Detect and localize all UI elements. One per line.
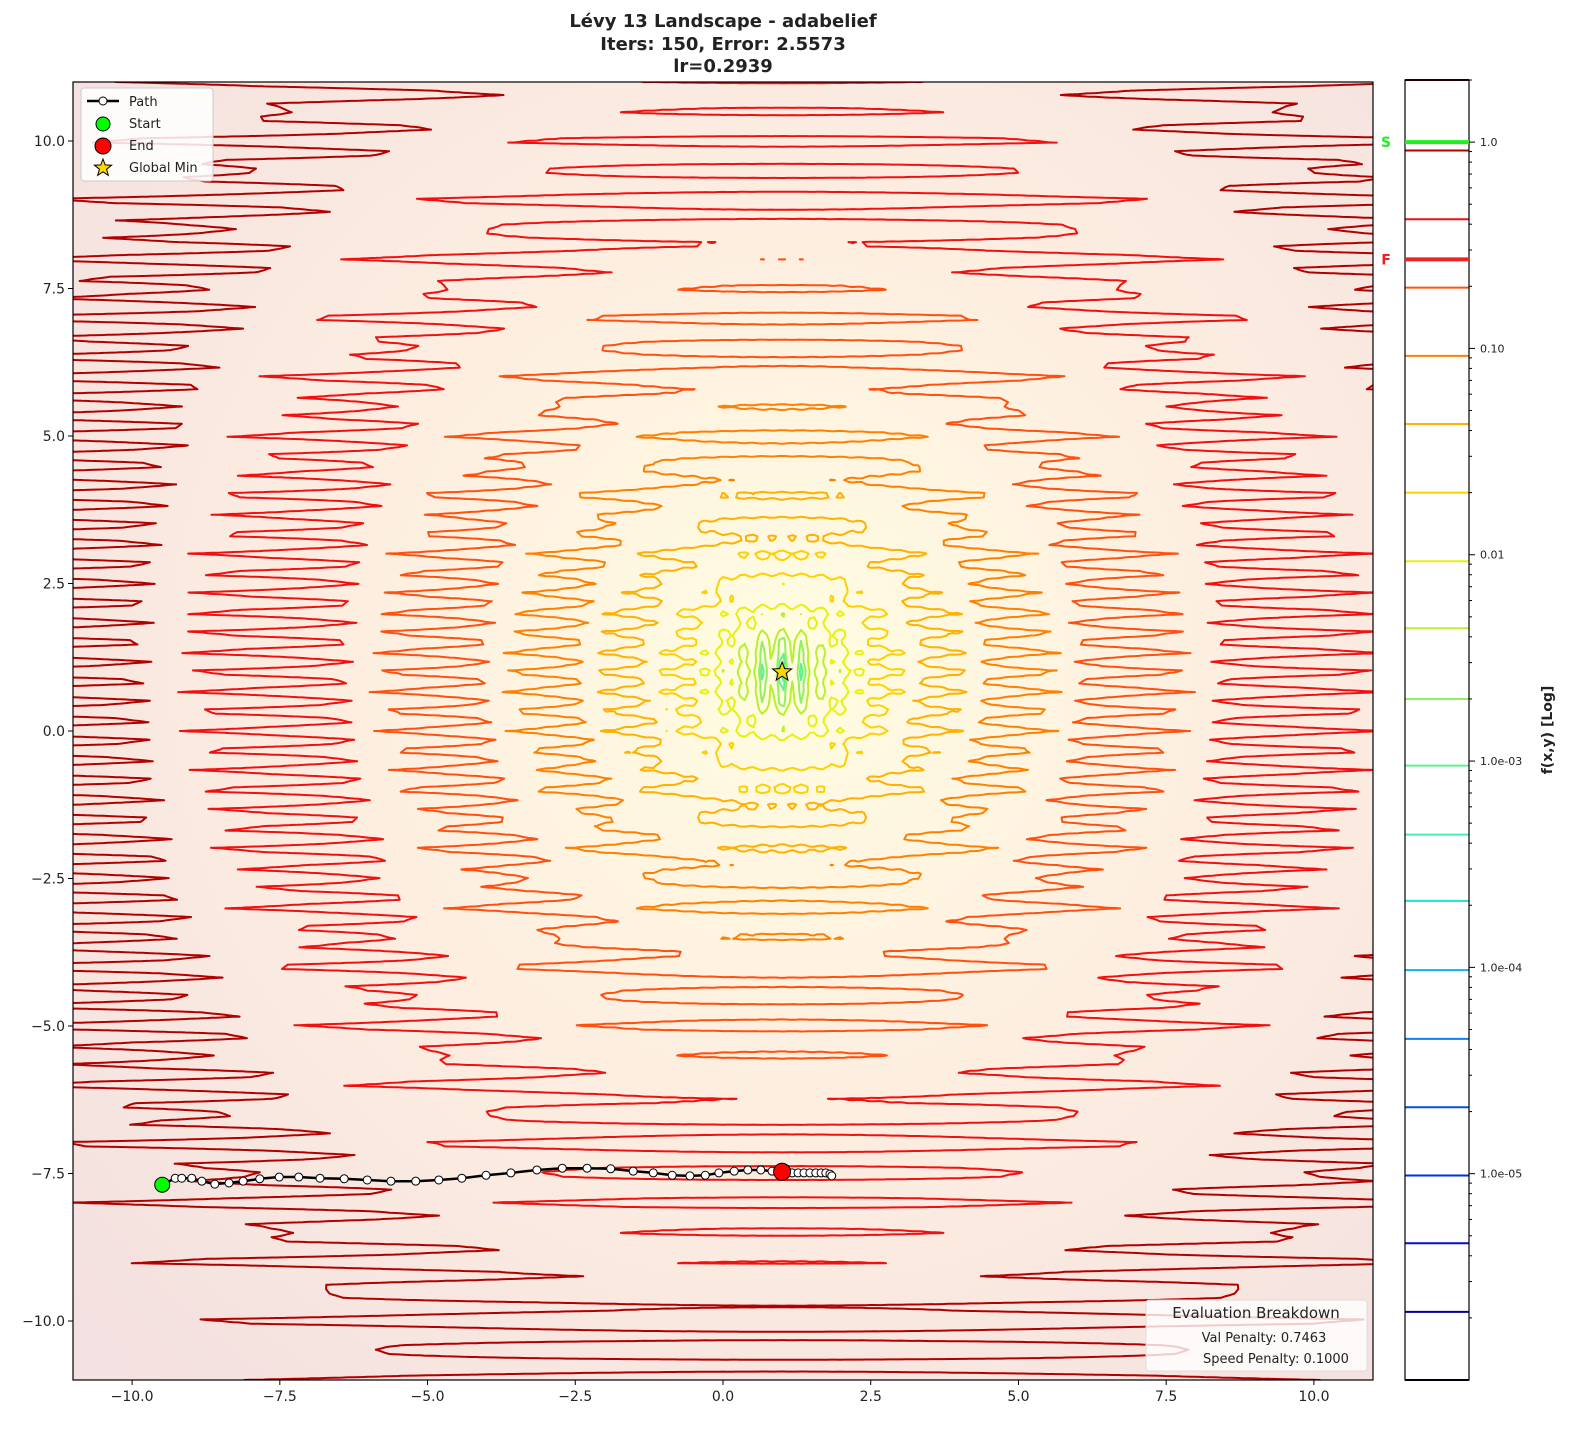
- title-line-1: Lévy 13 Landscape - adabelief: [569, 11, 876, 32]
- val-penalty: Val Penalty: 0.7463: [1202, 1331, 1327, 1346]
- end-marker: [773, 1162, 792, 1181]
- path-point: [506, 1168, 516, 1178]
- x-tick-label: −10.0: [111, 1389, 154, 1405]
- y-tick-label: 10.0: [34, 134, 65, 150]
- colorbar-tick-label: 1.0: [1480, 136, 1498, 149]
- legend-entry-end: End: [94, 137, 154, 155]
- path-point: [557, 1163, 567, 1173]
- speed-penalty: Speed Penalty: 0.1000: [1203, 1352, 1349, 1367]
- x-tick-label: 10.0: [1298, 1389, 1329, 1405]
- colorbar-marker-label: F: [1381, 252, 1391, 268]
- colorbar-tick-label: 0.10: [1480, 342, 1505, 355]
- x-tick-label: −2.5: [558, 1389, 592, 1405]
- x-tick-label: −5.0: [411, 1389, 445, 1405]
- path-point: [606, 1164, 616, 1174]
- y-tick-label: −7.5: [31, 1167, 65, 1183]
- contour-level-14: [596, 490, 968, 854]
- x-tick-label: 5.0: [1007, 1389, 1029, 1405]
- y-tick-label: −5.0: [31, 1019, 65, 1035]
- start-marker: [154, 1176, 171, 1193]
- contour-level-11: [721, 612, 842, 733]
- contour-level-12: [699, 582, 865, 742]
- path-point: [362, 1175, 372, 1185]
- path-point: [274, 1172, 284, 1182]
- x-tick-label: 7.5: [1155, 1389, 1177, 1405]
- x-tick-label: 0.0: [712, 1389, 734, 1405]
- y-tick-label: 2.5: [43, 577, 65, 593]
- path-point: [582, 1163, 592, 1173]
- y-tick-label: 5.0: [43, 429, 65, 445]
- y-tick-label: 7.5: [43, 282, 65, 298]
- svg-text:End: End: [129, 139, 154, 154]
- path-point: [457, 1173, 467, 1183]
- optimizer-path: [154, 660, 837, 1193]
- colorbar-tick-label: 1.0e-03: [1480, 755, 1522, 768]
- path-point: [532, 1165, 542, 1175]
- colorbar-tick-label: 1.0e-05: [1480, 1168, 1522, 1181]
- title-line-2: Iters: 150, Error: 2.5573: [600, 34, 845, 55]
- x-tick-label: −7.5: [263, 1389, 297, 1405]
- path-point: [238, 1176, 248, 1186]
- svg-text:Path: Path: [129, 95, 158, 110]
- path-point: [386, 1176, 396, 1186]
- path-point: [210, 1179, 220, 1189]
- path-point: [315, 1173, 325, 1183]
- legend-entry-start: Start: [95, 116, 161, 132]
- colorbar: 1.0 0.10 0.01 1.0e-03 1.0e-04 1.0e-05 S F f(x,…: [1381, 79, 1556, 1381]
- y-tick-label: −10.0: [22, 1314, 65, 1330]
- path-point: [648, 1168, 658, 1178]
- path-point: [667, 1170, 677, 1180]
- path-point: [729, 1166, 739, 1176]
- path-point: [714, 1168, 724, 1178]
- x-axis: −10.0 −7.5 −5.0 −2.5 0.0 2.5 5.0 7.5 10.0: [111, 1380, 1329, 1405]
- path-point: [434, 1175, 444, 1185]
- evaluation-title: Evaluation Breakdown: [1172, 1304, 1340, 1322]
- contour-level-15: [501, 403, 1063, 942]
- path-point: [294, 1172, 304, 1182]
- colorbar-tick-label: 0.01: [1480, 549, 1505, 562]
- path-point: [177, 1173, 187, 1183]
- title-line-3: lr=0.2939: [673, 56, 773, 77]
- path-point: [827, 1171, 837, 1181]
- path-point: [628, 1166, 638, 1176]
- path-point: [743, 1165, 753, 1175]
- contour-level-16: [368, 258, 1196, 1060]
- legend-entry-path: Path: [87, 95, 158, 110]
- contour-level-13: [658, 549, 906, 795]
- colorbar-tick-label: 1.0e-04: [1480, 961, 1522, 974]
- colorbar-marker-label: S: [1381, 135, 1391, 151]
- path-point: [756, 1165, 766, 1175]
- colorbar-label: f(x,y) [Log]: [1540, 686, 1556, 775]
- evaluation-breakdown-box: Evaluation Breakdown Val Penalty: 0.7463…: [1145, 1299, 1368, 1372]
- legend: Path Start End Global Min: [80, 87, 214, 182]
- legend-entry-global-min: Global Min: [93, 157, 198, 177]
- y-axis: 10.0 7.5 5.0 2.5 0.0 −2.5 −5.0 −7.5 −10.0: [22, 134, 73, 1330]
- contour-lines: [73, 82, 1373, 1380]
- global-min-marker: [771, 660, 793, 682]
- contour-level-17: [177, 82, 1373, 1265]
- path-point: [197, 1176, 207, 1186]
- y-tick-label: −2.5: [31, 872, 65, 888]
- svg-text:Start: Start: [129, 117, 161, 132]
- path-point: [255, 1174, 265, 1184]
- svg-text:Global Min: Global Min: [129, 161, 198, 176]
- path-point: [481, 1170, 491, 1180]
- title: Lévy 13 Landscape - adabelief Iters: 150…: [569, 11, 876, 77]
- path-point: [187, 1173, 197, 1183]
- path-point: [700, 1170, 710, 1180]
- plot-background: [73, 82, 1373, 1380]
- x-tick-label: 2.5: [860, 1389, 882, 1405]
- path-point: [224, 1178, 234, 1188]
- path-point: [339, 1174, 349, 1184]
- path-point: [411, 1176, 421, 1186]
- y-tick-label: 0.0: [43, 724, 65, 740]
- path-point: [685, 1171, 695, 1181]
